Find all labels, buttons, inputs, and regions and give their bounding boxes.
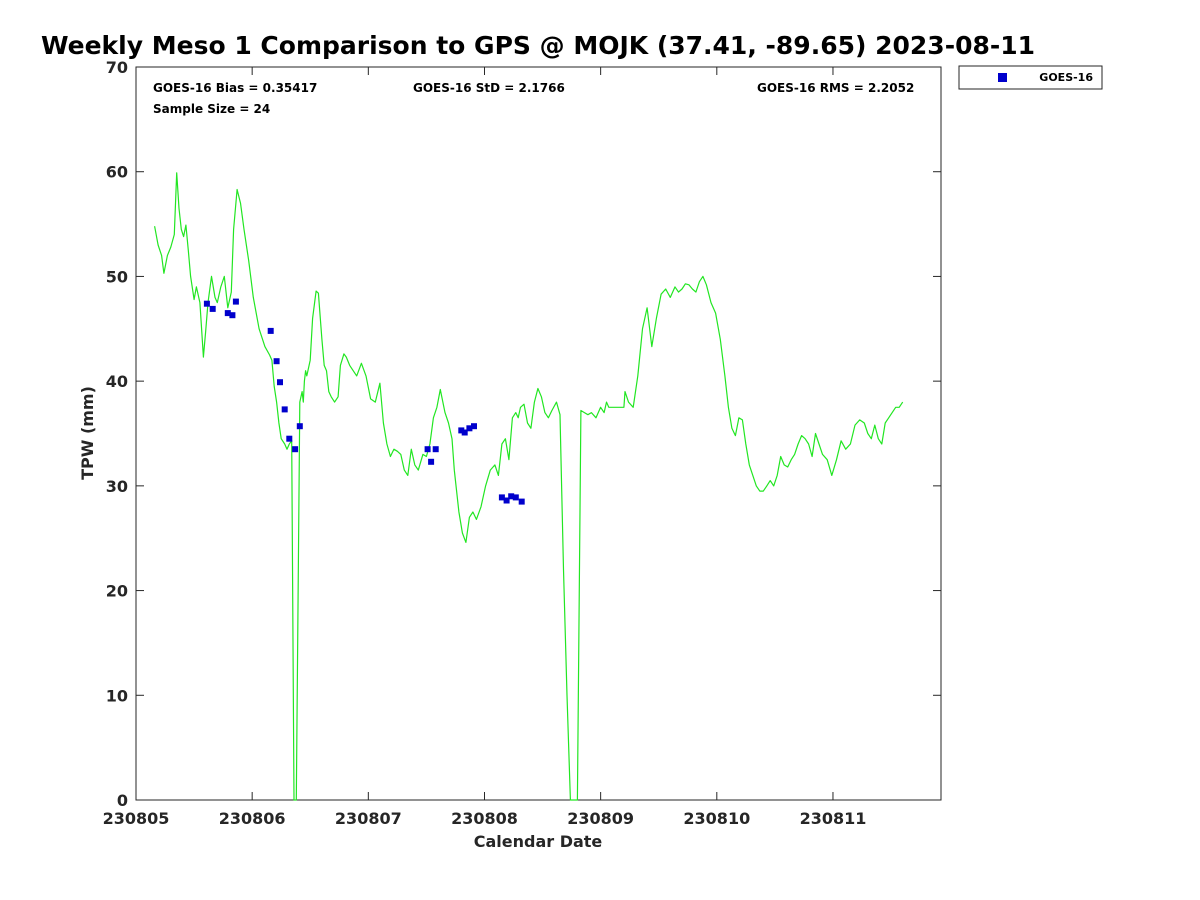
y-tick-label: 20 <box>106 582 128 601</box>
x-tick-label: 230805 <box>103 809 170 828</box>
goes-16-point <box>512 494 519 501</box>
goes-16-point <box>224 310 231 317</box>
x-tick-label: 230811 <box>800 809 867 828</box>
legend-marker-goes-16 <box>998 73 1007 82</box>
goes-16-point <box>203 300 210 307</box>
goes-16-point <box>229 312 236 319</box>
goes-16-point <box>424 446 431 453</box>
bias-annotation: GOES-16 Bias = 0.35417 <box>153 81 317 95</box>
y-tick-label: 50 <box>106 267 128 286</box>
y-tick-label: 40 <box>106 372 128 391</box>
goes-16-point <box>503 497 510 504</box>
goes-16-point <box>428 458 435 465</box>
legend-box <box>958 65 1103 90</box>
gps-series <box>154 172 904 801</box>
goes-16-point <box>461 429 468 436</box>
goes-16-point <box>432 446 439 453</box>
rms-annotation: GOES-16 RMS = 2.2052 <box>757 81 914 95</box>
sample-size-annotation: Sample Size = 24 <box>153 102 270 116</box>
x-tick-label: 230810 <box>683 809 750 828</box>
y-tick-label: 70 <box>106 58 128 77</box>
goes-16-series <box>203 298 525 505</box>
goes-16-point <box>286 435 293 442</box>
goes-16-point <box>273 358 280 365</box>
y-tick-label: 30 <box>106 477 128 496</box>
goes-16-point <box>518 498 525 505</box>
x-tick-label: 230808 <box>451 809 518 828</box>
y-tick-label: 60 <box>106 163 128 182</box>
x-tick-label: 230807 <box>335 809 402 828</box>
y-tick-label: 0 <box>117 791 128 810</box>
goes-16-point <box>292 446 299 453</box>
goes-16-point <box>281 406 288 413</box>
goes-16-point <box>232 298 239 305</box>
y-axis-ticks: 0 10 20 30 40 50 60 70 <box>106 58 941 810</box>
goes-16-point <box>471 423 477 430</box>
chart-title: Weekly Meso 1 Comparison to GPS @ MOJK (… <box>41 31 1035 60</box>
plot-area: 230805 230806 230807 230808 230809 230810 2308… <box>103 58 942 828</box>
x-axis-label: Calendar Date <box>474 832 603 851</box>
y-tick-label: 10 <box>106 686 128 705</box>
goes-16-point <box>466 425 473 432</box>
gps-tpw-line <box>154 172 904 801</box>
goes-16-point <box>277 379 283 386</box>
goes-16-point <box>498 494 505 501</box>
goes-16-point <box>508 493 515 500</box>
goes-16-point <box>458 427 465 434</box>
legend-label-goes-16: GOES-16 <box>1039 71 1093 84</box>
axes-frame <box>135 66 942 801</box>
x-tick-label: 230809 <box>567 809 634 828</box>
goes-16-point <box>209 305 216 312</box>
x-tick-label: 230806 <box>219 809 286 828</box>
x-axis-ticks: 230805 230806 230807 230808 230809 230810 2308… <box>103 67 867 828</box>
goes-16-point <box>296 423 303 430</box>
goes-16-point <box>267 327 274 334</box>
y-axis-label: TPW (mm) <box>78 386 97 480</box>
legend: GOES-16 <box>958 65 1103 90</box>
std-annotation: GOES-16 StD = 2.1766 <box>413 81 565 95</box>
